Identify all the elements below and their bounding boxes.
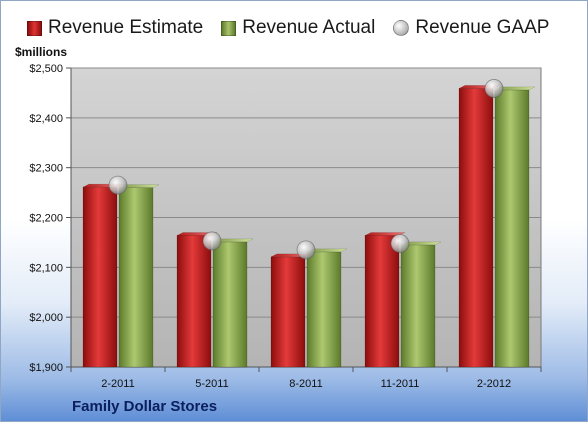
x-tick-label: 5-2011	[195, 378, 228, 390]
point-gaap	[108, 175, 128, 195]
x-tick-label: 2-2011	[101, 378, 134, 390]
legend-swatch-gaap	[393, 20, 410, 36]
bar-estimate	[458, 88, 494, 368]
bar-actual	[212, 241, 248, 368]
point-gaap	[390, 234, 410, 253]
legend-swatch-estimate	[27, 20, 42, 36]
bar-estimate	[82, 186, 118, 368]
legend-label-actual: Revenue Actual	[242, 17, 376, 38]
company-label: Family Dollar Stores	[72, 398, 218, 415]
bar-actual	[118, 187, 154, 368]
bar-actual	[494, 89, 530, 368]
point-gaap	[202, 231, 222, 251]
bar-actual	[400, 244, 436, 368]
legend-item-gaap: Revenue GAAP	[393, 17, 549, 39]
x-tick-label: 2-2012	[477, 378, 511, 390]
unit-label: $millions	[15, 45, 68, 59]
y-tick-label: $2,100	[29, 262, 63, 274]
y-tick-label: $2,300	[29, 163, 63, 175]
x-tick-label: 11-2011	[381, 378, 420, 390]
legend-item-estimate: Revenue Estimate	[27, 17, 203, 39]
bar-estimate	[176, 235, 212, 368]
point-gaap	[296, 240, 316, 260]
y-tick-label: $1,900	[29, 362, 63, 374]
x-tick-label: 8-2011	[289, 378, 322, 390]
legend: Revenue Estimate Revenue Actual Revenue …	[27, 15, 567, 41]
bar-estimate	[270, 256, 306, 368]
legend-label-estimate: Revenue Estimate	[48, 17, 204, 38]
y-tick-label: $2,200	[29, 213, 63, 225]
legend-label-gaap: Revenue GAAP	[415, 17, 550, 38]
legend-swatch-actual	[221, 20, 237, 36]
y-tick-label: $2,000	[29, 312, 63, 324]
bar-estimate-top	[364, 232, 406, 236]
point-gaap	[484, 79, 504, 98]
legend-item-actual: Revenue Actual	[221, 17, 375, 39]
y-tick-label: $2,500	[29, 63, 63, 75]
bar-actual	[306, 251, 342, 368]
bar-estimate	[364, 235, 400, 368]
y-tick-label: $2,400	[29, 113, 63, 125]
